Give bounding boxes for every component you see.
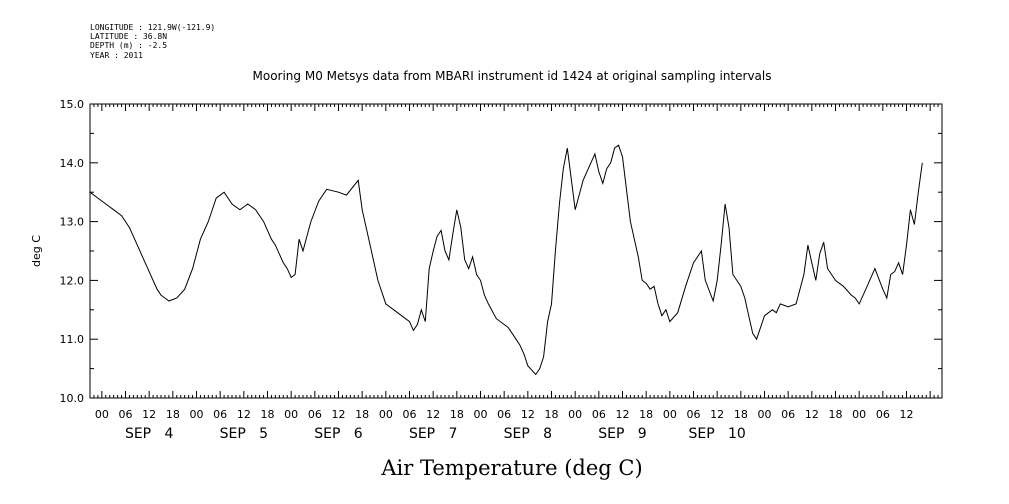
x-hour-label: 18	[166, 408, 180, 421]
y-axis-ticks: 10.0 11.0 12.0 13.0 14.0 15.0	[60, 98, 942, 405]
x-hour-label: 06	[687, 408, 701, 421]
x-day-label: SEP 7	[409, 426, 457, 442]
x-hour-label: 12	[426, 408, 440, 421]
x-hour-label: 00	[379, 408, 393, 421]
x-hour-label: 06	[119, 408, 133, 421]
x-hour-label: 00	[474, 408, 488, 421]
x-hour-label: 18	[829, 408, 843, 421]
y-tick-label: 15.0	[60, 98, 85, 111]
y-tick-label: 14.0	[60, 157, 85, 170]
x-hour-label: 06	[876, 408, 890, 421]
plot-frame	[89, 103, 943, 399]
y-tick-label: 11.0	[60, 333, 85, 346]
y-axis-label: deg C	[30, 235, 43, 267]
x-axis-ticks: 00 06 12 18 00 06 12 18 00 06 12 18 00 06 12 18 00 06 12 18…	[93, 104, 939, 442]
chart-title: Mooring M0 Metsys data from MBARI instru…	[253, 69, 772, 83]
x-hour-label: 00	[284, 408, 298, 421]
year-text: YEAR : 2011	[90, 51, 143, 60]
series-line	[89, 144, 923, 376]
x-hour-label: 06	[308, 408, 322, 421]
x-day-label: SEP 4	[125, 426, 174, 442]
x-hour-label: 00	[663, 408, 677, 421]
x-hour-label: 00	[190, 408, 204, 421]
x-day-label: SEP 10	[688, 426, 745, 442]
x-hour-label: 00	[758, 408, 772, 421]
x-hour-label: 18	[261, 408, 275, 421]
x-hour-label: 18	[639, 408, 653, 421]
x-hour-label: 12	[805, 408, 819, 421]
x-hour-label: 18	[545, 408, 559, 421]
x-hour-label: 00	[568, 408, 582, 421]
x-day-label: SEP 8	[504, 426, 552, 442]
y-tick-label: 13.0	[60, 216, 85, 229]
x-hour-label: 06	[497, 408, 511, 421]
x-hour-label: 06	[592, 408, 606, 421]
x-hour-label: 00	[95, 408, 109, 421]
y-tick-label: 12.0	[60, 274, 85, 287]
x-day-label: SEP 5	[220, 426, 268, 442]
x-hour-label: 00	[852, 408, 866, 421]
x-day-label: SEP 9	[598, 426, 646, 442]
longitude-text: LONGITUDE : 121.9W(-121.9)	[90, 23, 215, 32]
x-day-label: SEP 6	[314, 426, 363, 442]
x-hour-label: 12	[710, 408, 724, 421]
x-hour-label: 18	[355, 408, 369, 421]
latitude-text: LATITUDE : 36.8N	[90, 32, 167, 41]
x-hour-label: 06	[213, 408, 227, 421]
x-hour-label: 12	[616, 408, 630, 421]
x-axis-label: Air Temperature (deg C)	[380, 456, 642, 480]
x-hour-label: 12	[332, 408, 346, 421]
x-hour-label: 12	[521, 408, 535, 421]
x-hour-label: 18	[450, 408, 464, 421]
x-hour-label: 06	[403, 408, 417, 421]
x-hour-label: 06	[781, 408, 795, 421]
y-tick-label: 10.0	[60, 392, 85, 405]
depth-text: DEPTH (m) : -2.5	[90, 41, 167, 50]
x-hour-label: 12	[900, 408, 914, 421]
x-hour-label: 12	[237, 408, 251, 421]
x-hour-label: 18	[734, 408, 748, 421]
x-hour-label: 12	[142, 408, 156, 421]
